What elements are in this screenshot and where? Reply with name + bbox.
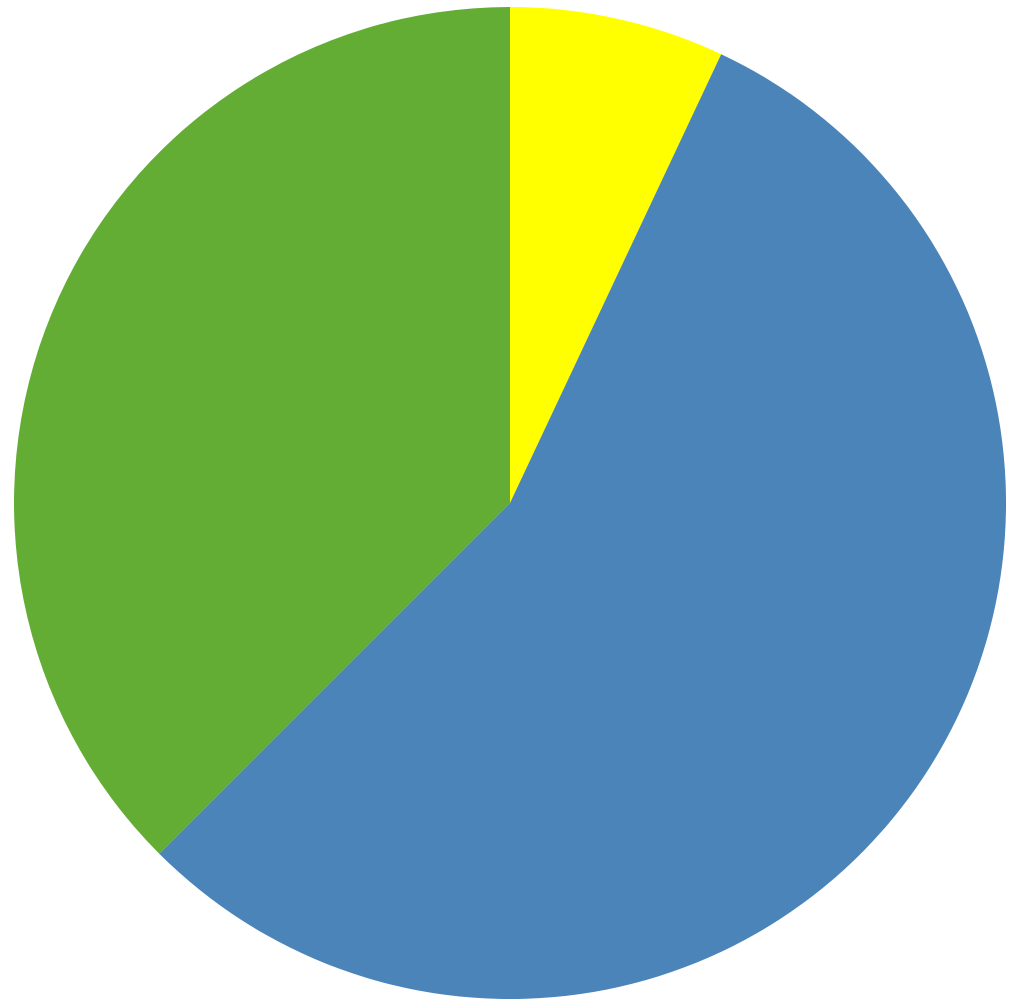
pie-slice-3 xyxy=(14,7,511,854)
pie-slice-2 xyxy=(159,54,1007,1000)
pie-slice-1 xyxy=(510,7,722,503)
pie-slices xyxy=(14,7,1007,1000)
